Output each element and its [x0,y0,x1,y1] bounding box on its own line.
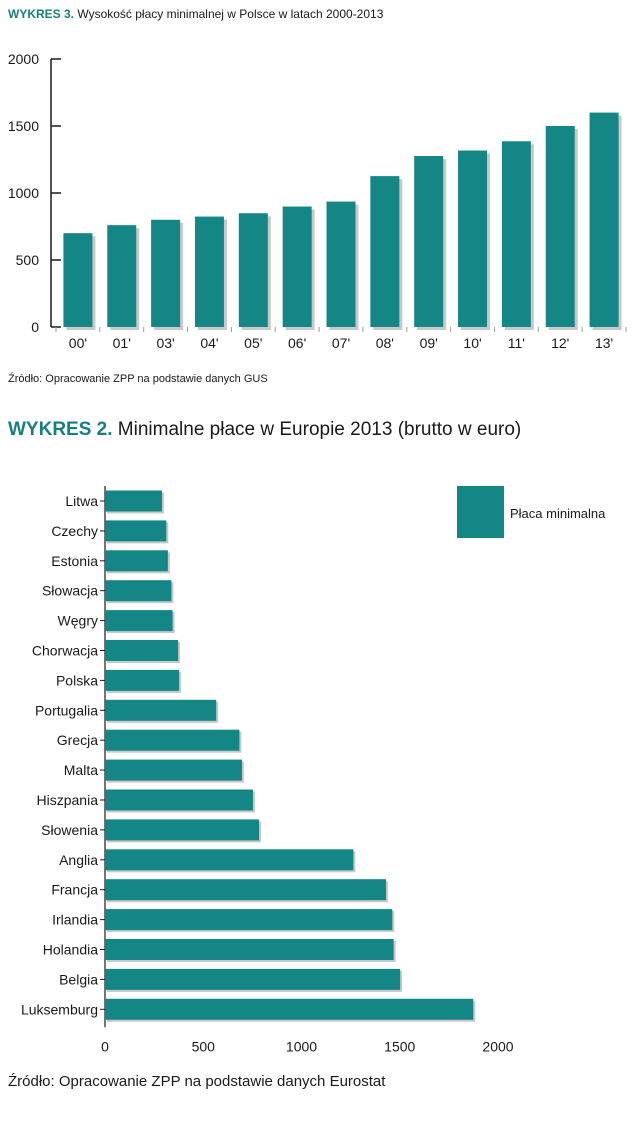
chart2-bar [105,550,168,572]
chart2-category-label: Belgia [59,971,98,987]
chart1-bar [107,225,137,327]
chart1-bar [501,141,531,327]
chart1-source: Źródło: Opracowanie ZPP na podstawie dan… [8,373,268,385]
chart1-x-tick-label: 08' [376,335,394,351]
chart2-category-label: Luksemburg [21,1001,98,1017]
chart2-category-label: Hiszpania [37,792,99,808]
chart1-y-tick-label: 0 [31,319,39,335]
chart2-bar [105,699,217,721]
chart1-bar [414,156,444,327]
chart1-x-tick-label: 01' [113,335,131,351]
chart2-x-tick-label: 1500 [384,1038,415,1054]
chart1-title-lead: WYKRES 3. [8,7,75,21]
chart1-y-tick-label: 1500 [8,118,39,134]
chart2-bar [105,520,167,542]
chart1-y-tick-label: 1000 [8,185,39,201]
chart2-bar [105,490,162,512]
chart1-bar [370,176,400,327]
minimum-wage-poland-chart: 0 500 1000 1500 2000 00' 01' 03' 04' 05' 06' 07' 08'… [8,51,627,351]
chart1-bar [151,219,181,327]
chart2-bar [105,580,172,602]
chart1-title-text: Wysokość płacy minimalnej w Polsce w lat… [74,7,384,21]
chart1-x-tick-label: 10' [463,335,481,351]
chart2-category-label: Anglia [59,852,98,868]
chart2-bar [105,729,240,751]
chart2-bar [105,640,179,661]
chart2-bar [105,759,242,781]
chart2-source: Źródło: Opracowanie ZPP na podstawie dan… [8,1073,386,1090]
chart1-bar [194,216,224,327]
chart2-title-text: Minimalne płace w Europie 2013 (brutto w… [112,419,522,440]
chart2-category-label: Holandia [43,942,98,958]
minimum-wage-europe-chart: Litwa Czechy Estonia Słowacja Węgry Chorwacja… [21,486,606,1054]
chart1-y-tick-label: 2000 [8,51,39,67]
chart1-bar [458,150,488,327]
chart2-category-label: Grecja [57,732,98,748]
chart2-category-label: Chorwacja [32,643,98,659]
chart1-x-tick-label: 00' [69,335,87,351]
chart2-title-lead: WYKRES 2. [8,419,113,440]
chart1-y-tick-label: 500 [16,252,40,268]
chart2-x-tick-label: 500 [192,1038,216,1054]
chart2-category-label: Portugalia [35,702,98,718]
chart2-bar [105,879,386,901]
chart2-legend-swatch [457,486,504,538]
chart1-bar [238,213,268,327]
chart2-legend-label: Płaca minimalna [510,506,606,521]
chart1-x-tick-label: 04' [200,335,218,351]
chart2-bar [105,968,401,990]
chart2-title: WYKRES 2. Minimalne płace w Europie 2013… [8,419,521,441]
chart2-bar [105,849,354,871]
chart2-category-label: Słowenia [41,822,98,838]
chart2-x-tick-label: 0 [101,1038,109,1054]
chart1-x-tick-label: 12' [551,335,569,351]
chart2-category-label: Irlandia [52,912,98,928]
chart2-category-label: Estonia [51,553,98,569]
chart2-bar [105,909,393,931]
chart2-x-tick-label: 1000 [286,1038,317,1054]
chart1-bar [63,233,93,327]
chart2-bar [105,939,394,960]
chart2-category-label: Malta [64,762,98,778]
chart1-x-tick-label: 11' [508,335,525,351]
chart1-bar [589,112,619,327]
chart1-x-tick-label: 13' [595,335,613,351]
chart1-x-tick-label: 03' [156,335,174,351]
chart1-x-tick-label: 09' [420,335,438,351]
chart2-category-label: Czechy [51,523,98,539]
chart2-category-label: Węgry [58,613,98,629]
chart1-x-tick-label: 05' [244,335,262,351]
chart2-category-label: Litwa [65,493,98,509]
chart2-bar [105,819,260,841]
chart1-bar [326,201,356,327]
chart1-x-tick-label: 06' [288,335,306,351]
chart1-bar [545,126,575,327]
chart2-bar [105,998,474,1020]
chart1-x-tick-label: 07' [332,335,350,351]
chart2-category-label: Słowacja [42,583,98,599]
chart1-title: WYKRES 3. Wysokość płacy minimalnej w Po… [8,7,383,21]
chart2-bar [105,789,253,811]
chart1-bar [282,206,312,327]
chart2-category-label: Francja [51,882,98,898]
chart2-x-tick-label: 2000 [482,1038,513,1054]
chart2-bar [105,610,173,632]
chart2-bar [105,669,180,691]
chart2-category-label: Polska [56,672,98,688]
